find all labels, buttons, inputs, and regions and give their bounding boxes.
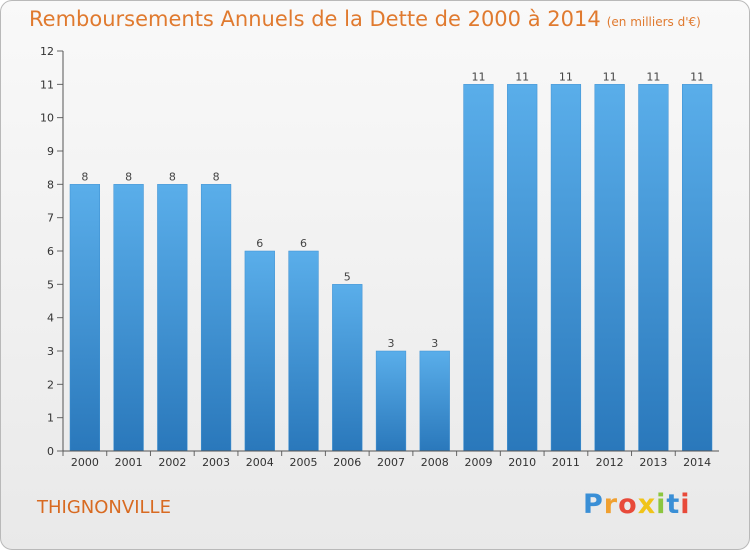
x-tick-label: 2005 <box>290 456 318 469</box>
y-tick-label: 2 <box>47 378 54 391</box>
logo-letter: P <box>583 489 604 520</box>
x-tick-label: 2010 <box>508 456 536 469</box>
bar-value-label: 11 <box>603 70 617 83</box>
proxiti-logo: Proxiti <box>583 489 691 520</box>
bar-value-label: 11 <box>515 70 529 83</box>
x-tick-label: 2003 <box>202 456 230 469</box>
y-tick-label: 4 <box>47 312 54 325</box>
bar-value-label: 8 <box>213 170 220 183</box>
logo-letter: r <box>603 489 619 520</box>
y-tick-label: 1 <box>47 412 54 425</box>
logo-letter: i <box>656 489 667 520</box>
y-tick-label: 0 <box>47 445 54 458</box>
city-name: THIGNONVILLE <box>37 497 171 518</box>
bar-2006 <box>332 284 363 452</box>
bar-2002 <box>157 184 188 452</box>
bar-2012 <box>594 84 625 452</box>
bar-2010 <box>507 84 538 452</box>
x-tick-label: 2001 <box>115 456 143 469</box>
bar-value-label: 8 <box>81 170 88 183</box>
chart-title: Remboursements Annuels de la Dette de 20… <box>29 7 701 31</box>
y-tick-label: 11 <box>40 78 54 91</box>
x-tick-label: 2004 <box>246 456 274 469</box>
y-tick-label: 12 <box>40 45 54 58</box>
bars-layer <box>69 84 713 452</box>
bar-value-label: 11 <box>471 70 485 83</box>
chart-unit-label: (en milliers d'€) <box>606 15 701 29</box>
bar-2011 <box>550 84 582 452</box>
bar-2004 <box>244 250 275 452</box>
y-tick-label: 8 <box>47 178 54 191</box>
bar-2009 <box>463 84 494 452</box>
labels-layer: 8 2000 8 2001 8 2002 8 2003 6 2004 6 2005 5 2006 3 2007… <box>71 70 711 469</box>
x-tick-label: 2011 <box>552 456 580 469</box>
x-tick-label: 2014 <box>683 456 711 469</box>
bar-2001 <box>113 184 144 452</box>
y-tick-label: 9 <box>47 145 54 158</box>
logo-letter: x <box>637 489 657 520</box>
logo-letter: o <box>618 489 638 520</box>
x-tick-label: 2008 <box>421 456 449 469</box>
bar-value-label: 11 <box>559 70 573 83</box>
y-tick-label: 5 <box>47 278 54 291</box>
bar-value-label: 8 <box>169 170 176 183</box>
bar-2003 <box>200 184 232 452</box>
bar-value-label: 6 <box>300 237 307 250</box>
bar-2014 <box>682 84 713 452</box>
bar-2005 <box>288 250 319 452</box>
bar-value-label: 8 <box>125 170 132 183</box>
bar-2000 <box>69 184 100 452</box>
x-tick-label: 2006 <box>333 456 361 469</box>
bar-value-label: 6 <box>256 237 263 250</box>
logo-letter: t <box>666 489 681 520</box>
bar-value-label: 5 <box>344 270 351 283</box>
x-tick-label: 2002 <box>158 456 186 469</box>
x-tick-label: 2012 <box>596 456 624 469</box>
bar-2013 <box>638 84 669 452</box>
bar-value-label: 11 <box>690 70 704 83</box>
x-tick-label: 2009 <box>464 456 492 469</box>
y-tick-label: 7 <box>47 212 54 225</box>
x-tick-label: 2007 <box>377 456 405 469</box>
y-tick-label: 10 <box>40 112 54 125</box>
bar-value-label: 3 <box>388 337 395 350</box>
y-tick-label: 3 <box>47 345 54 358</box>
y-tick-label: 6 <box>47 245 54 258</box>
bar-2007 <box>375 350 407 452</box>
x-tick-label: 2000 <box>71 456 99 469</box>
bar-value-label: 11 <box>646 70 660 83</box>
bar-2008 <box>419 350 450 452</box>
logo-letter: i <box>680 489 691 520</box>
chart-title-text: Remboursements Annuels de la Dette de 20… <box>29 7 601 31</box>
x-tick-label: 2013 <box>639 456 667 469</box>
bar-value-label: 3 <box>431 337 438 350</box>
